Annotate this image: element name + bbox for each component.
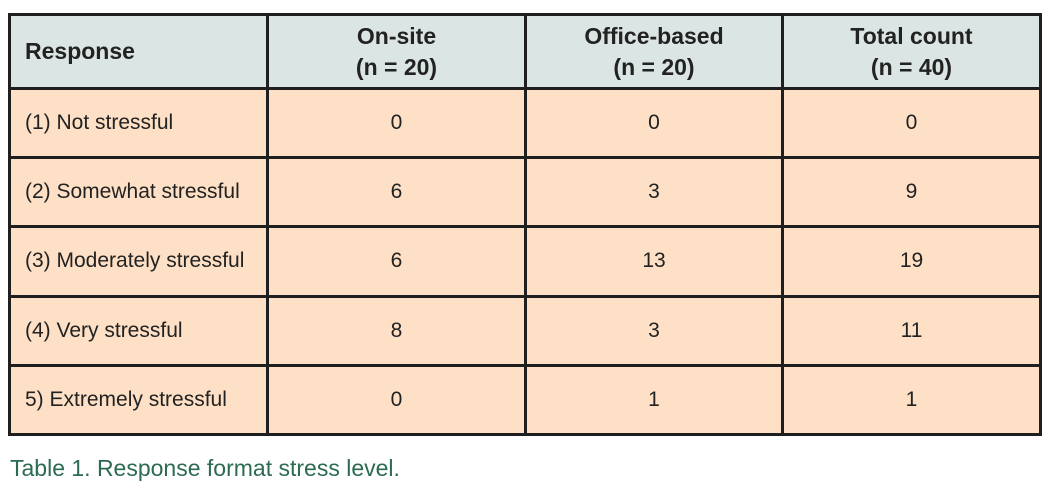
header-response: Response: [8, 13, 269, 90]
table-row: (2) Somewhat stressful 6 3 9: [8, 156, 1042, 229]
stress-level-table: Response On-site (n = 20) Office-based (…: [8, 13, 1042, 437]
row-response: 5) Extremely stressful: [8, 363, 269, 437]
row-on-site: 6: [266, 225, 527, 298]
row-total: 1: [781, 363, 1042, 437]
row-response: (3) Moderately stressful: [8, 225, 269, 298]
table-row: (1) Not stressful 0 0 0: [8, 86, 1042, 160]
header-on-site-n: (n = 20): [355, 53, 438, 80]
header-on-site: On-site (n = 20): [266, 13, 527, 90]
row-on-site: 0: [266, 363, 527, 437]
header-total-count-n: (n = 40): [870, 53, 953, 80]
row-response: (4) Very stressful: [8, 294, 269, 367]
row-total: 9: [781, 156, 1042, 229]
header-office-based-label: Office-based: [584, 22, 724, 49]
row-total: 11: [781, 294, 1042, 367]
header-office-based-n: (n = 20): [613, 53, 695, 80]
row-response: (2) Somewhat stressful: [8, 156, 269, 229]
row-on-site: 8: [266, 294, 527, 367]
row-total: 19: [781, 225, 1042, 298]
header-total-count-label: Total count: [850, 22, 973, 49]
header-on-site-label: On-site: [356, 22, 437, 49]
header-row: Response On-site (n = 20) Office-based (…: [8, 13, 1042, 90]
row-response: (1) Not stressful: [8, 86, 269, 160]
row-on-site: 0: [266, 86, 527, 160]
row-office-based: 3: [524, 156, 784, 229]
row-office-based: 3: [524, 294, 784, 367]
table-row: (3) Moderately stressful 6 13 19: [8, 225, 1042, 298]
row-office-based: 0: [524, 86, 784, 160]
header-office-based: Office-based (n = 20): [524, 13, 784, 90]
stress-level-table-container: Response On-site (n = 20) Office-based (…: [8, 13, 1042, 437]
table-header: Response On-site (n = 20) Office-based (…: [8, 13, 1042, 90]
table-row: (4) Very stressful 8 3 11: [8, 294, 1042, 367]
table-caption: Table 1. Response format stress level.: [10, 455, 400, 481]
header-total-count: Total count (n = 40): [781, 13, 1042, 90]
row-total: 0: [781, 86, 1042, 160]
row-office-based: 13: [524, 225, 784, 298]
row-on-site: 6: [266, 156, 527, 229]
header-response-label: Response: [25, 38, 135, 64]
row-office-based: 1: [524, 363, 784, 437]
table-body: (1) Not stressful 0 0 0 (2) Somewhat str…: [8, 86, 1042, 437]
table-row: 5) Extremely stressful 0 1 1: [8, 363, 1042, 437]
